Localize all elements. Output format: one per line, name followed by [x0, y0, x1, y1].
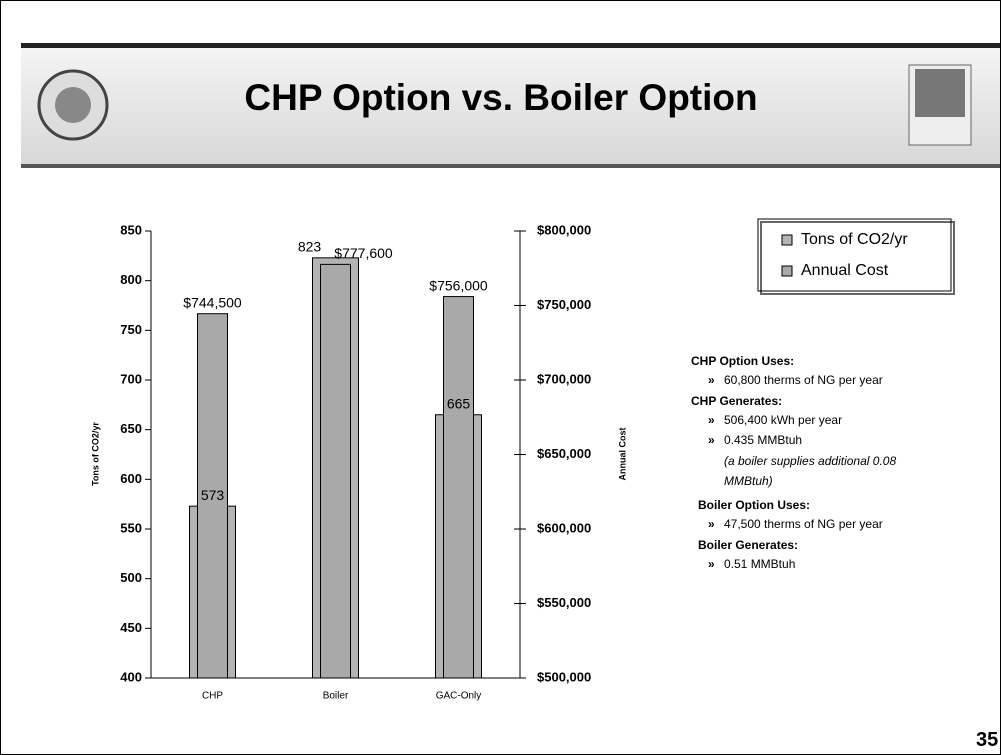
note-item: 0.435 MMBtuh — [708, 433, 991, 447]
y-tick-label: 450 — [120, 620, 142, 635]
bar — [443, 296, 474, 679]
y2-tick-label: $550,000 — [537, 595, 591, 610]
y-tick-label: 800 — [120, 272, 142, 287]
x-tick-label: GAC-Only — [436, 691, 482, 702]
legend-swatch — [781, 265, 793, 277]
x-tick-label: CHP — [202, 691, 223, 702]
legend-label: Annual Cost — [801, 262, 889, 279]
y2-axis-title: Annual Cost — [617, 427, 627, 480]
note-heading: Boiler Option Uses: — [698, 498, 811, 512]
y-axis-title: Tons of CO2/yr — [90, 422, 100, 486]
value-label: $777,600 — [334, 245, 393, 261]
legend-box — [757, 218, 952, 292]
y2-tick-label: $500,000 — [537, 669, 591, 684]
y-tick-label: 500 — [120, 570, 142, 585]
bar — [197, 313, 228, 679]
y-tick-label: 600 — [120, 471, 142, 486]
y2-tick-label: $650,000 — [537, 446, 591, 461]
note-heading: CHP Option Uses: — [691, 354, 795, 368]
note-item: 506,400 kWh per year — [708, 413, 991, 427]
slide-title: CHP Option vs. Boiler Option — [244, 77, 758, 118]
legend-swatch — [781, 234, 793, 246]
value-label: 823 — [298, 239, 322, 255]
y-tick-label: 550 — [120, 520, 142, 535]
y2-tick-label: $600,000 — [537, 520, 591, 535]
value-label: 573 — [201, 487, 225, 503]
note-item: 60,800 therms of NG per year — [708, 373, 991, 387]
page-number: 35 — [976, 729, 999, 751]
logo-right-leaf — [915, 69, 965, 117]
note-remark: (a boiler supplies additional 0.08 MMBtu… — [724, 454, 897, 488]
y-tick-label: 400 — [120, 669, 142, 684]
note-heading: CHP Generates: — [691, 394, 783, 408]
notes: CHP Option Uses: 60,800 therms of NG per … — [691, 347, 991, 577]
x-tick-label: Boiler — [323, 691, 349, 702]
note-item: 47,500 therms of NG per year — [708, 517, 991, 531]
value-label: $756,000 — [429, 277, 488, 293]
header-band — [21, 43, 1000, 168]
value-label: 665 — [447, 395, 471, 411]
legend-shadow — [760, 221, 955, 295]
y-tick-label: 650 — [120, 421, 142, 436]
y2-tick-label: $800,000 — [537, 222, 591, 237]
y-tick-label: 850 — [120, 222, 142, 237]
note-item: 0.51 MMBtuh — [708, 557, 991, 571]
note-heading: Boiler Generates: — [698, 538, 799, 552]
y2-tick-label: $750,000 — [537, 297, 591, 312]
y2-tick-label: $700,000 — [537, 371, 591, 386]
y-tick-label: 750 — [120, 322, 142, 337]
value-label: $744,500 — [183, 294, 242, 310]
bar — [320, 263, 351, 679]
legend-label: Tons of CO2/yr — [801, 231, 908, 248]
y-tick-label: 700 — [120, 371, 142, 386]
logo-left-inner — [55, 87, 91, 123]
